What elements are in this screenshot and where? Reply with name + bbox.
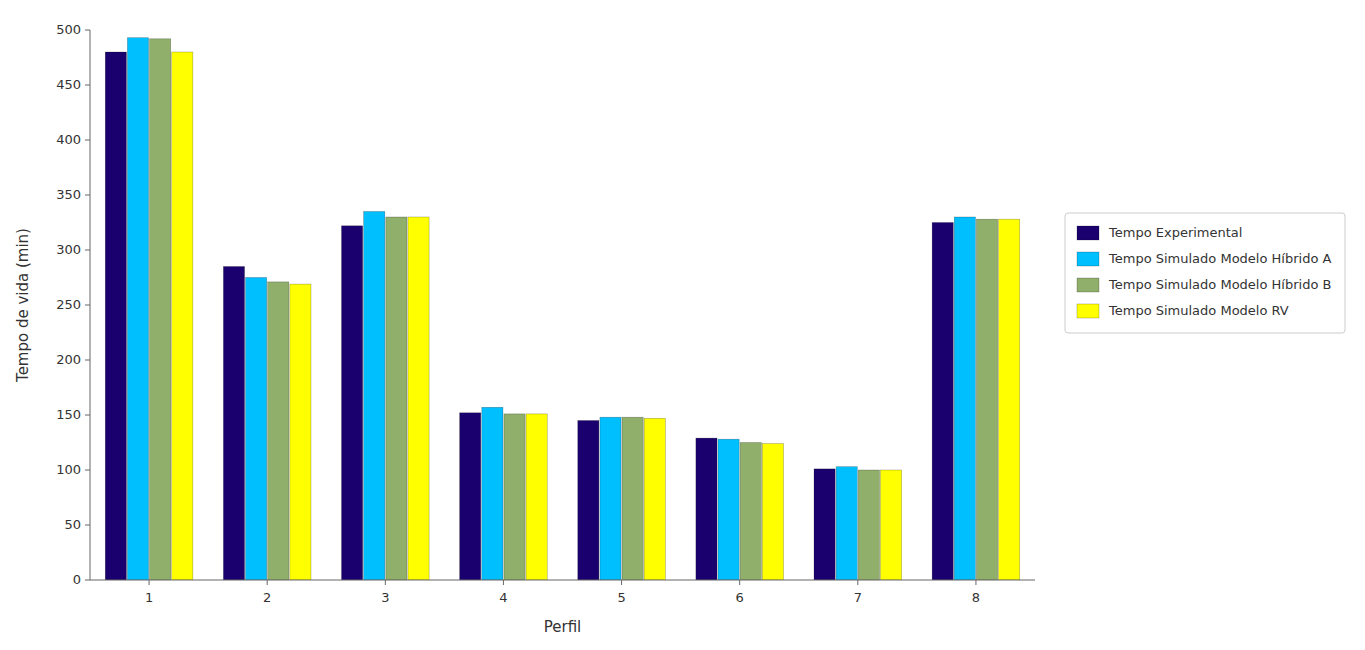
x-tick-label: 2 [263, 590, 271, 605]
y-tick [85, 85, 90, 86]
y-tick [85, 305, 90, 306]
legend-swatch [1077, 278, 1099, 292]
bar [268, 282, 289, 580]
x-tick-label: 8 [972, 590, 980, 605]
legend-swatch [1077, 304, 1099, 318]
bar [172, 52, 193, 580]
legend-box [1065, 213, 1345, 333]
x-axis-line [90, 580, 1035, 581]
x-tick [503, 580, 504, 585]
x-tick [857, 580, 858, 585]
y-tick-label: 450 [56, 77, 81, 92]
y-tick-label: 200 [56, 352, 81, 367]
bar [408, 217, 429, 580]
y-tick [85, 525, 90, 526]
x-tick [385, 580, 386, 585]
bar [932, 223, 953, 581]
y-tick-label: 0 [73, 572, 81, 587]
y-tick [85, 250, 90, 251]
bar [814, 469, 835, 580]
legend-swatch [1077, 226, 1099, 240]
y-tick-label: 350 [56, 187, 81, 202]
bar [460, 413, 481, 580]
x-tick-label: 6 [736, 590, 744, 605]
x-tick [621, 580, 622, 585]
bar [718, 439, 739, 580]
y-tick-label: 400 [56, 132, 81, 147]
x-tick [149, 580, 150, 585]
bar [290, 284, 311, 580]
bar [858, 470, 879, 580]
bar [976, 219, 997, 580]
bar [342, 226, 363, 580]
x-tick-label: 3 [381, 590, 389, 605]
y-tick [85, 30, 90, 31]
series-bars [150, 39, 998, 580]
y-tick [85, 140, 90, 141]
y-tick-label: 500 [56, 22, 81, 37]
bar [504, 414, 525, 580]
x-tick-label: 1 [145, 590, 153, 605]
x-tick [975, 580, 976, 585]
x-tick [267, 580, 268, 585]
bar [364, 212, 385, 581]
legend: Tempo Experimental Tempo Simulado Modelo … [1065, 213, 1345, 333]
bar [223, 267, 244, 581]
series-bars [105, 52, 953, 580]
bar [600, 417, 621, 580]
y-tick [85, 580, 90, 581]
x-tick [739, 580, 740, 585]
y-axis-line [90, 30, 91, 580]
bar [578, 421, 599, 581]
y-tick-label: 100 [56, 462, 81, 477]
bar [105, 52, 126, 580]
bar [954, 217, 975, 580]
x-axis: 1 2 3 4 5 6 7 8 [90, 580, 1035, 605]
series-bars [172, 52, 1020, 580]
x-axis-title: Perfil [544, 618, 582, 636]
legend-label: Tempo Simulado Modelo RV [1108, 303, 1289, 318]
bar [999, 219, 1020, 580]
y-tick [85, 415, 90, 416]
x-tick-label: 5 [617, 590, 625, 605]
bar [386, 217, 407, 580]
legend-swatch [1077, 252, 1099, 266]
x-tick-label: 4 [499, 590, 507, 605]
bar [127, 38, 148, 580]
y-tick [85, 360, 90, 361]
bar [482, 407, 503, 580]
bar [526, 414, 547, 580]
y-axis: 0 50 100 150 200 250 300 350 400 450 500 [56, 22, 90, 587]
x-tick-label: 7 [854, 590, 862, 605]
bars [105, 38, 1019, 580]
chart-svg: 0 50 100 150 200 250 300 350 400 450 500 1 2 3 4 5 6 7 8 Pe… [0, 0, 1365, 650]
y-tick-label: 250 [56, 297, 81, 312]
bar [836, 467, 857, 580]
series-bars [127, 38, 975, 580]
y-tick [85, 195, 90, 196]
bar [644, 418, 665, 580]
bar [762, 444, 783, 580]
y-tick-label: 150 [56, 407, 81, 422]
bar [880, 470, 901, 580]
y-tick-label: 300 [56, 242, 81, 257]
bar [696, 438, 717, 580]
y-axis-title: Tempo de vida (min) [14, 228, 32, 383]
bar [622, 417, 643, 580]
y-tick [85, 470, 90, 471]
bar [246, 278, 267, 581]
legend-label: Tempo Simulado Modelo Híbrido A [1108, 251, 1331, 266]
y-tick-label: 50 [64, 517, 81, 532]
legend-label: Tempo Simulado Modelo Híbrido B [1108, 277, 1331, 292]
bar [740, 443, 761, 581]
bar [150, 39, 171, 580]
legend-label: Tempo Experimental [1108, 225, 1242, 240]
